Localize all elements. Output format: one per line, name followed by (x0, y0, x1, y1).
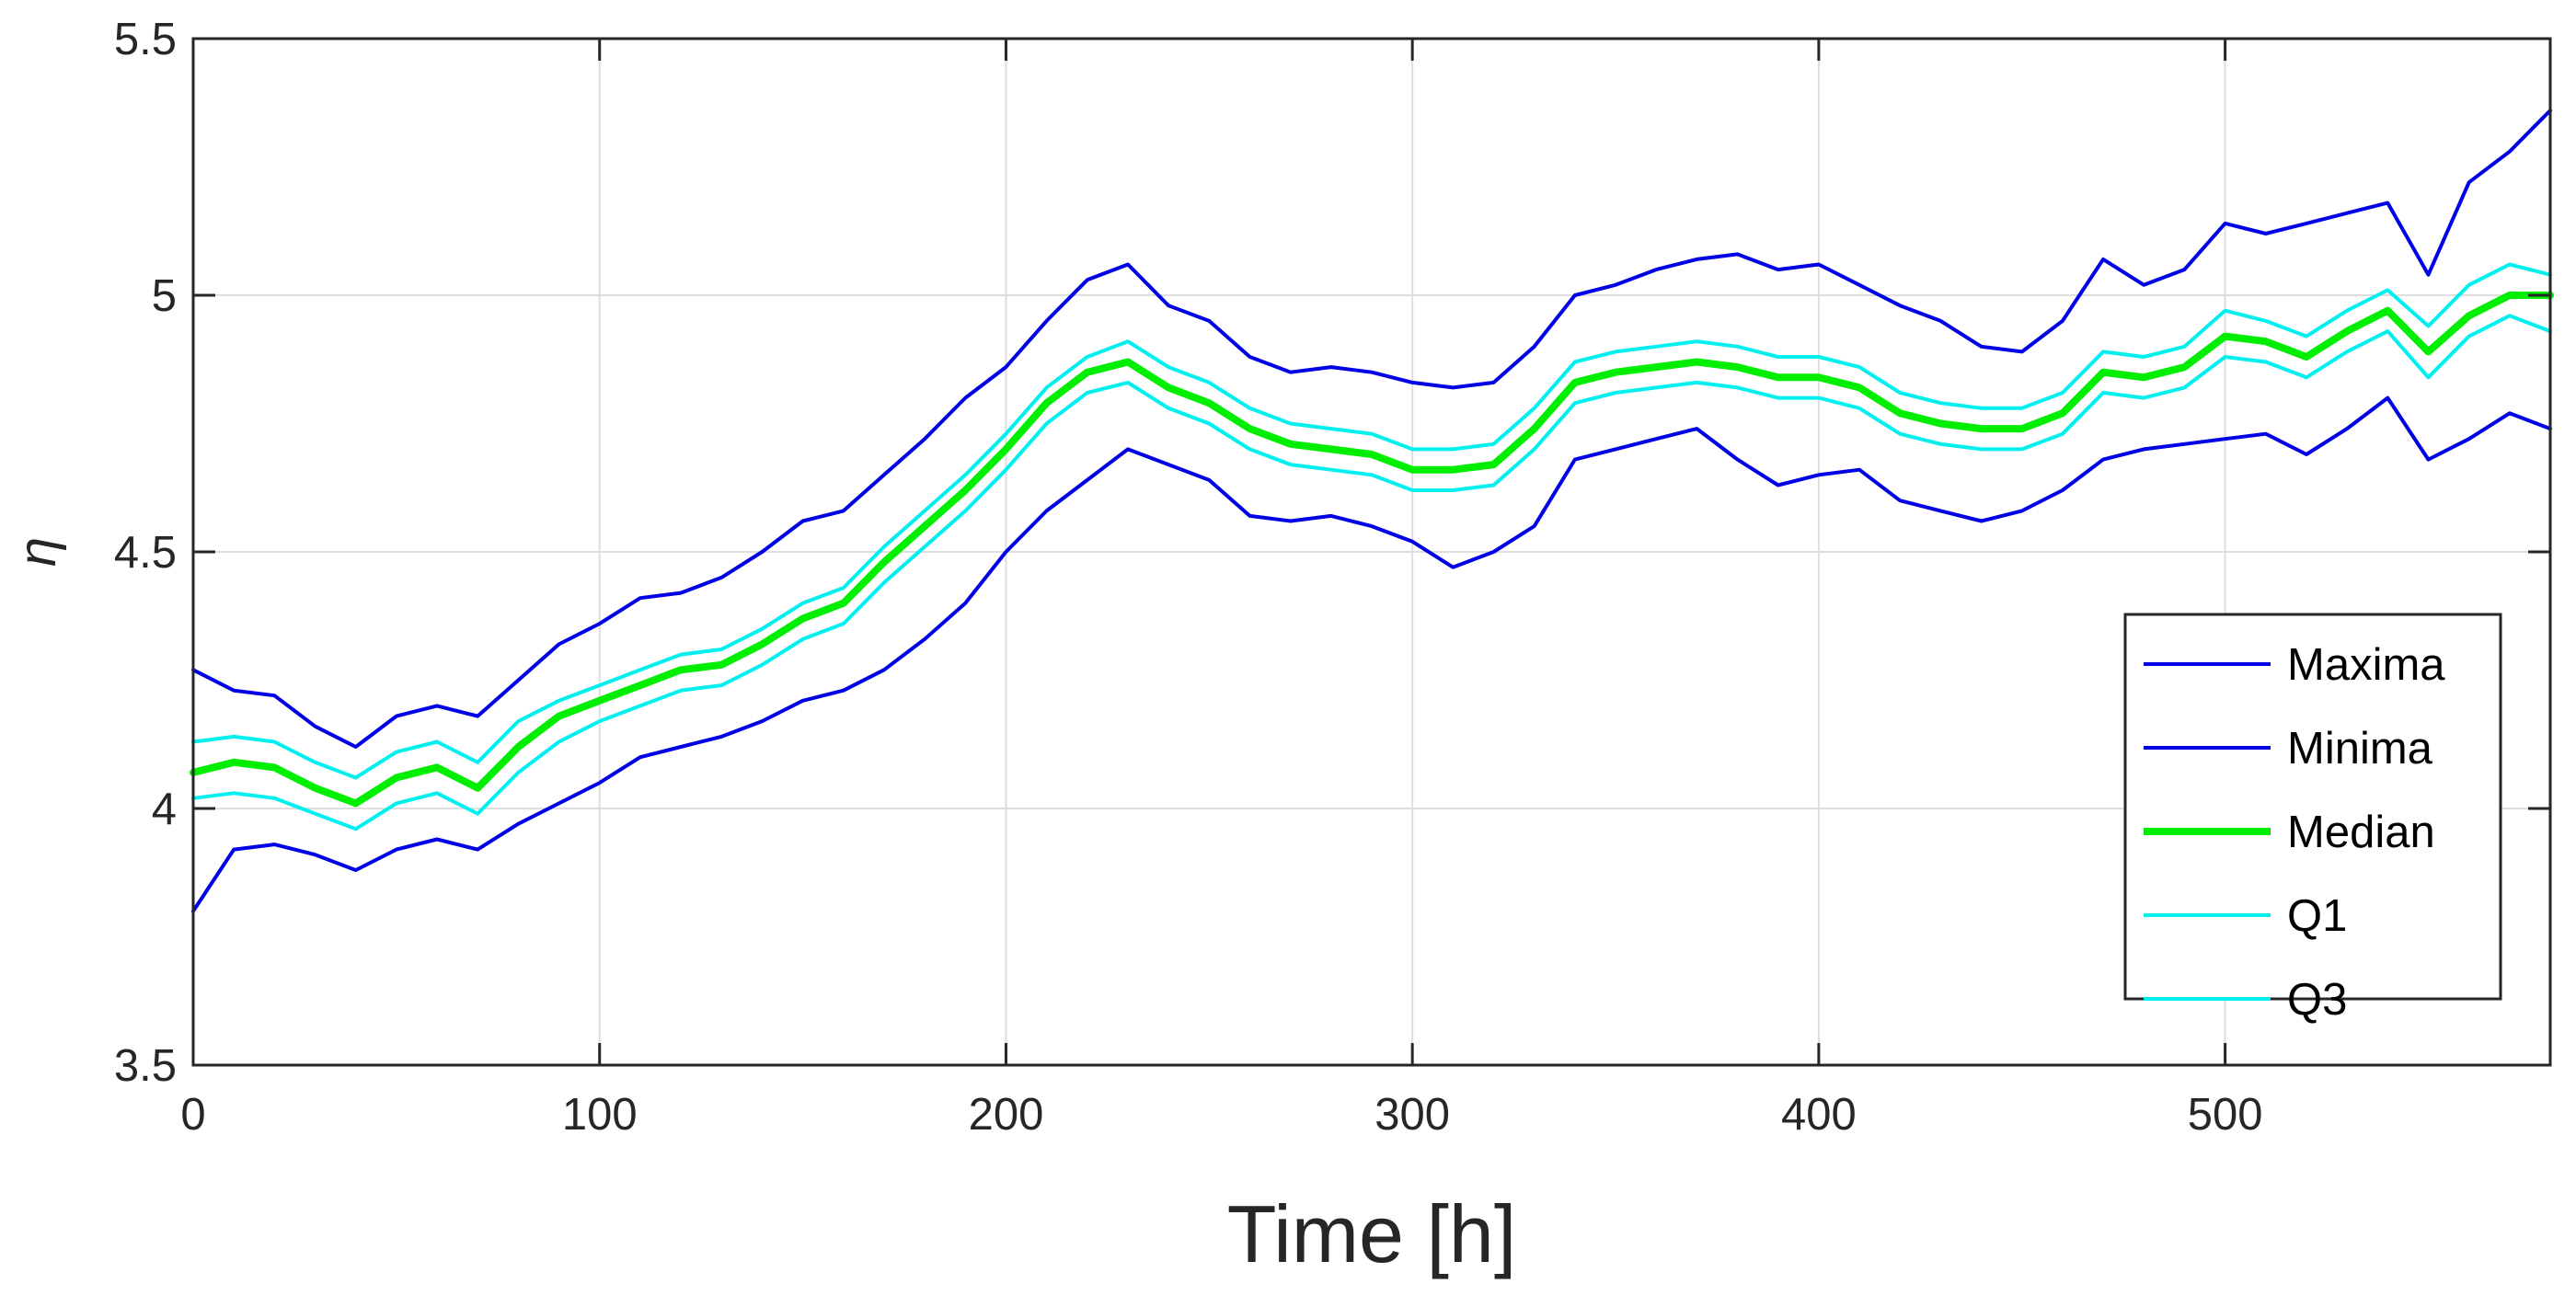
x-tick-label: 500 (2188, 1090, 2263, 1140)
x-tick-label: 200 (969, 1090, 1044, 1140)
series-line-q1 (191, 262, 2552, 780)
series-line-median (190, 292, 2554, 808)
y-tick-label: 5 (152, 271, 177, 321)
series-line-maxima (191, 109, 2552, 749)
x-axis-label: Time [h] (1227, 1188, 1517, 1279)
legend-label-q1: Q1 (2287, 891, 2347, 941)
x-axis-ticks: 0 100 200 300 400 500 (180, 39, 2263, 1140)
y-axis-ticks: 3.5 4 4.5 5 5.5 (114, 15, 2550, 1091)
legend-label-q3: Q3 (2287, 975, 2347, 1025)
legend-label-median: Median (2287, 808, 2435, 857)
y-tick-label: 4 (152, 785, 177, 834)
x-tick-label: 100 (562, 1090, 638, 1140)
series-line-minima (191, 396, 2552, 913)
y-tick-label: 4.5 (114, 528, 177, 578)
series-lines (190, 109, 2554, 913)
y-tick-label: 5.5 (114, 15, 177, 64)
legend-label-maxima: Maxima (2287, 640, 2445, 690)
x-tick-label: 300 (1374, 1090, 1450, 1140)
x-tick-label: 400 (1781, 1090, 1857, 1140)
x-tick-label: 0 (180, 1090, 205, 1140)
legend-label-minima: Minima (2287, 724, 2433, 774)
y-axis-label: η (7, 537, 67, 567)
legend-items: Maxima Minima Median Q1 Q3 (2144, 640, 2445, 1025)
legend-box (2123, 613, 2502, 1001)
series-line-q3 (191, 314, 2552, 831)
legend: Maxima Minima Median Q1 Q3 (2123, 613, 2502, 1025)
y-tick-label: 3.5 (114, 1041, 177, 1091)
